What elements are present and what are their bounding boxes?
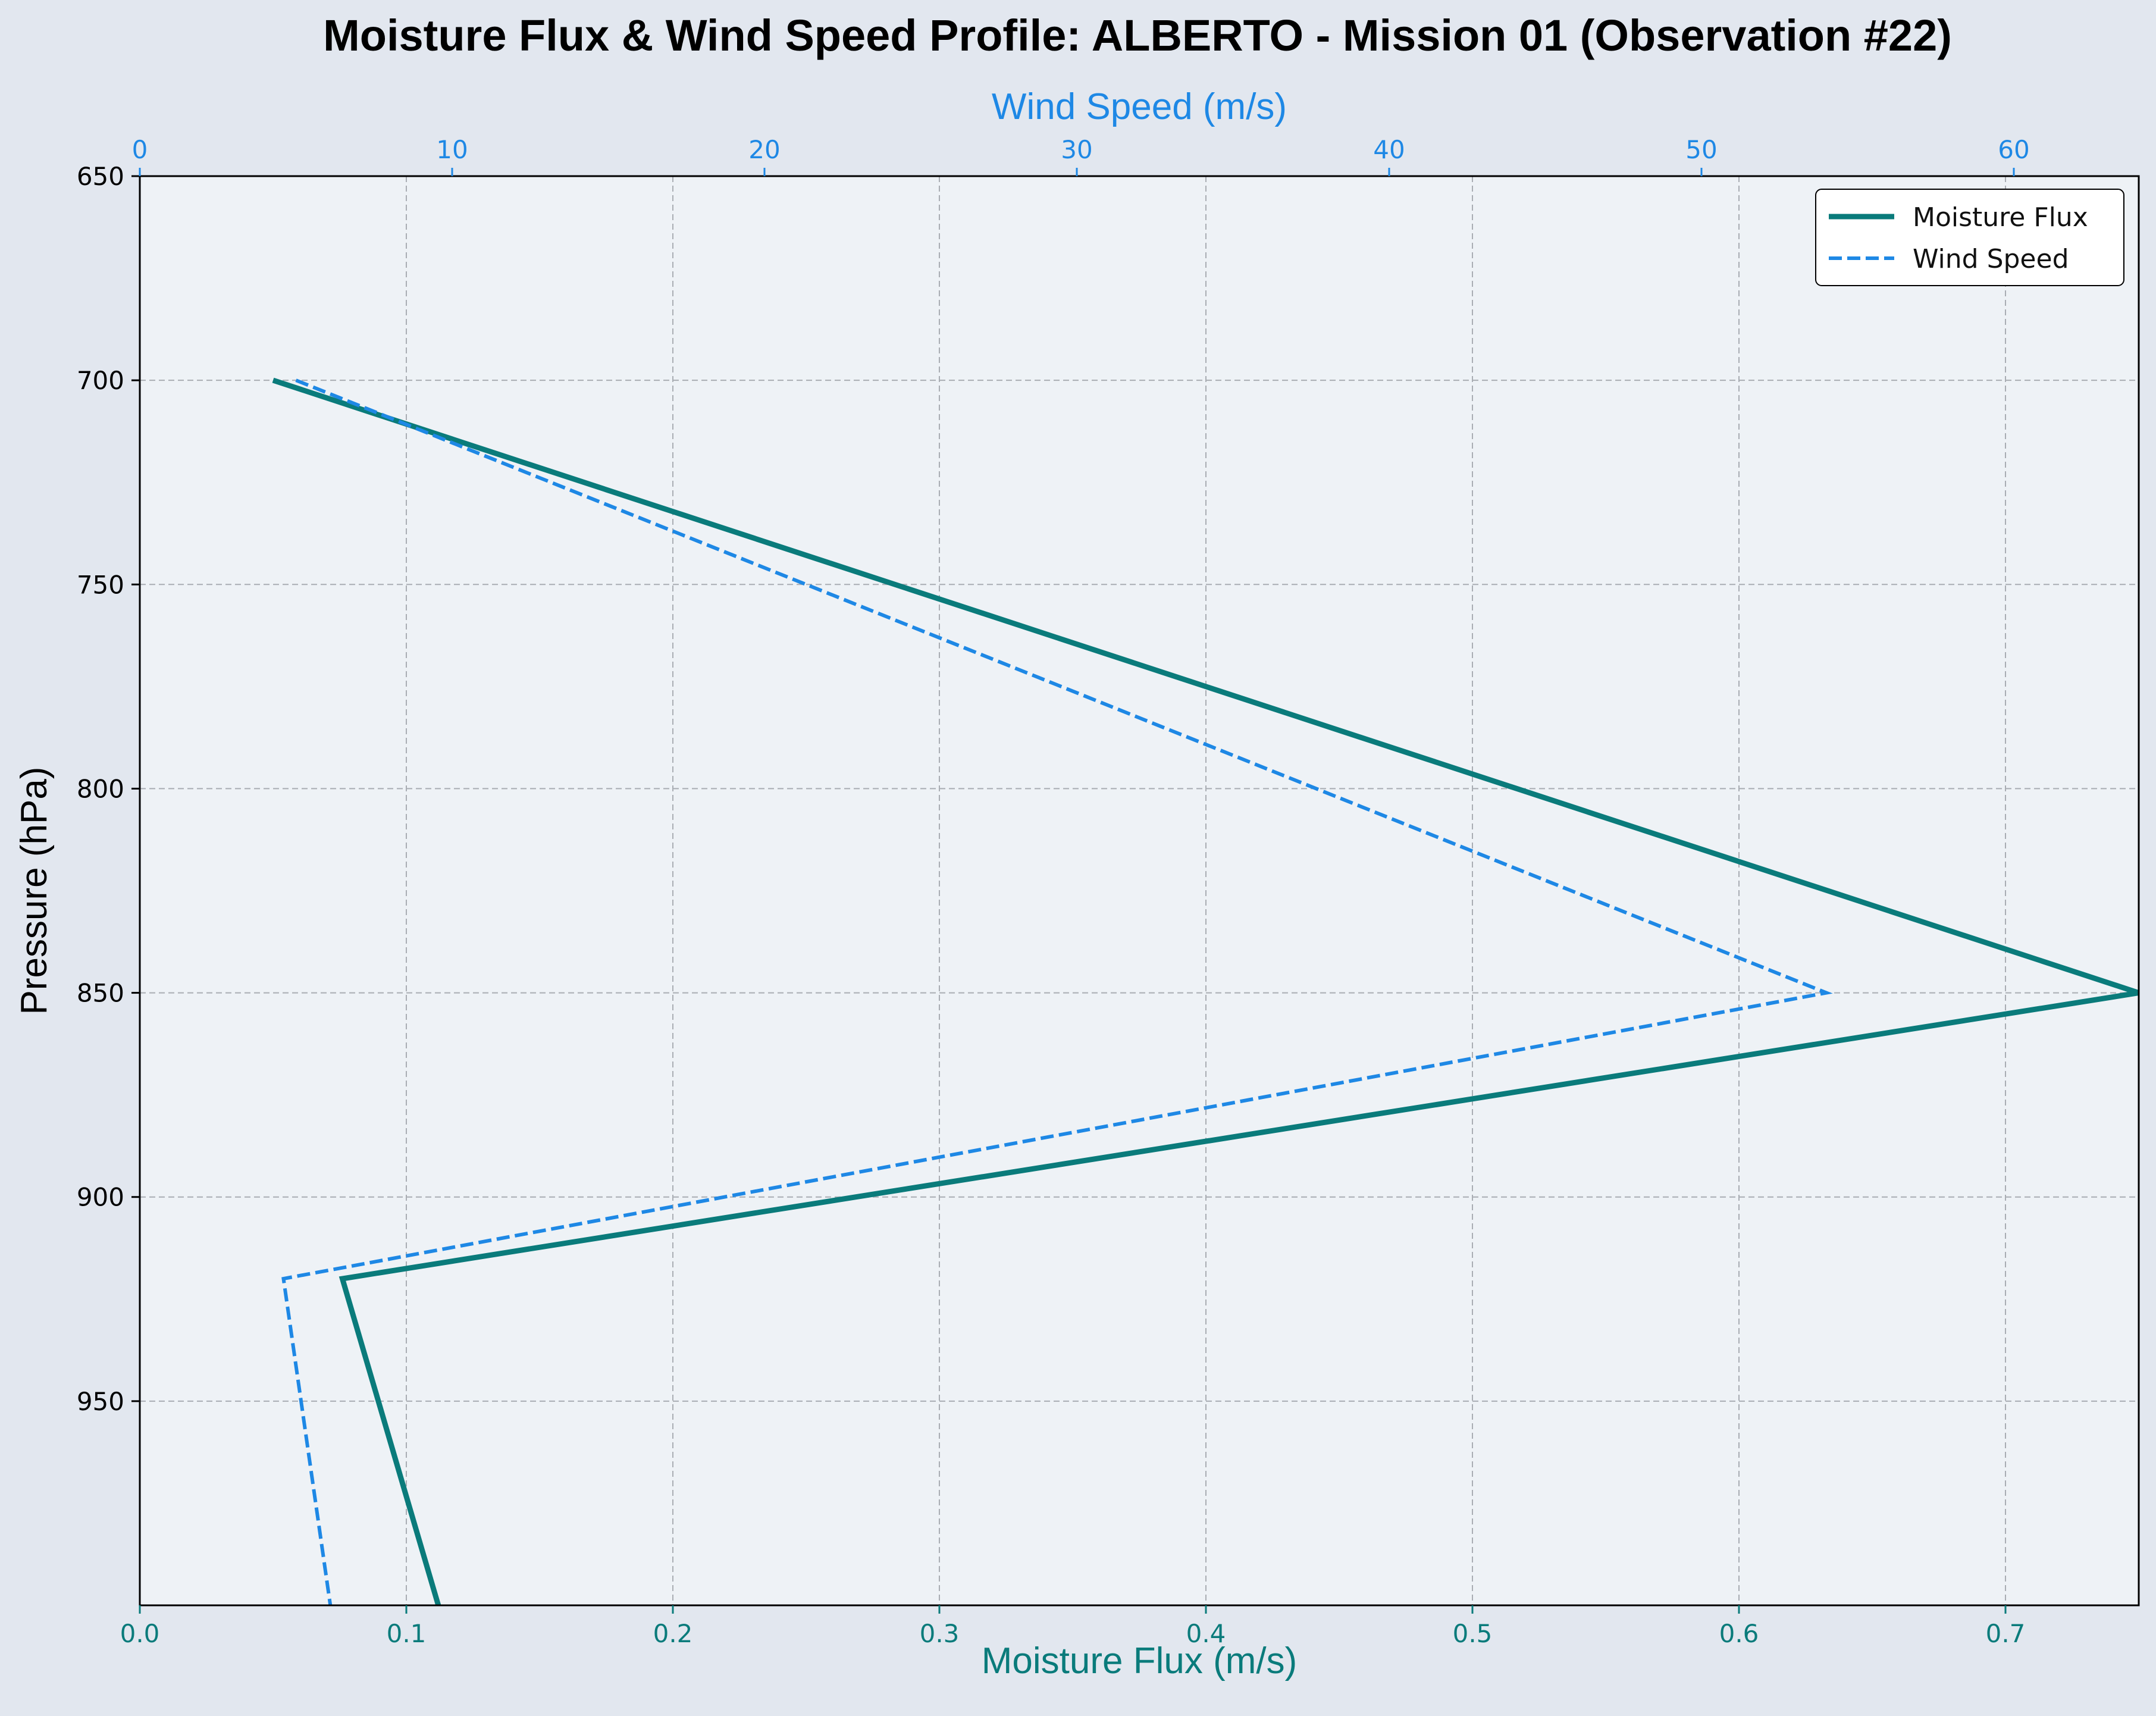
legend-label-wind-speed: Wind Speed bbox=[1913, 244, 2069, 274]
chart-title: Moisture Flux & Wind Speed Profile: ALBE… bbox=[323, 11, 1952, 60]
ticks: 650 700 750 800 850 900 950 0.0 0.1 0.2 0.3 0.4 0.5 0… bbox=[77, 135, 2030, 1648]
x-top-tick-label: 10 bbox=[436, 135, 468, 164]
y-tick-label: 800 bbox=[77, 774, 124, 803]
series-line-moisture-flux bbox=[272, 377, 2140, 1607]
x-bottom-tick-label: 0.4 bbox=[1186, 1619, 1226, 1648]
x-axis-top-label: Wind Speed (m/s) bbox=[992, 86, 1287, 127]
y-tick-label: 650 bbox=[77, 162, 124, 191]
x-bottom-tick-label: 0.5 bbox=[1453, 1619, 1493, 1648]
x-bottom-tick-label: 0.0 bbox=[120, 1619, 160, 1648]
x-top-tick-label: 30 bbox=[1061, 135, 1092, 164]
x-top-tick-label: 50 bbox=[1685, 135, 1717, 164]
y-tick-label: 700 bbox=[77, 366, 124, 395]
x-bottom-tick-label: 0.3 bbox=[920, 1619, 960, 1648]
x-bottom-tick-label: 0.2 bbox=[653, 1619, 693, 1648]
x-bottom-tick-label: 0.1 bbox=[387, 1619, 427, 1648]
x-top-tick-label: 20 bbox=[748, 135, 780, 164]
plot-area bbox=[140, 176, 2139, 1605]
x-bottom-tick-label: 0.6 bbox=[1719, 1619, 1759, 1648]
series-line-wind-speed bbox=[281, 378, 1833, 1606]
series-layer bbox=[272, 377, 2140, 1607]
plot-frame bbox=[139, 175, 2140, 1607]
legend-box bbox=[1815, 189, 2124, 286]
legend: Moisture Flux Wind Speed bbox=[1815, 189, 2124, 286]
y-tick-label: 900 bbox=[77, 1183, 124, 1212]
grid bbox=[140, 176, 2139, 1605]
y-tick-label: 750 bbox=[77, 570, 124, 599]
x-axis-bottom-label: Moisture Flux (m/s) bbox=[982, 1640, 1297, 1681]
y-axis-label: Pressure (hPa) bbox=[14, 767, 55, 1015]
y-tick-label: 950 bbox=[77, 1387, 124, 1416]
x-bottom-tick-label: 0.7 bbox=[1986, 1619, 2026, 1648]
y-tick-label: 850 bbox=[77, 979, 124, 1008]
x-top-tick-label: 60 bbox=[1998, 135, 2029, 164]
x-top-tick-label: 0 bbox=[132, 135, 148, 164]
legend-label-moisture-flux: Moisture Flux bbox=[1913, 202, 2088, 233]
x-top-tick-label: 40 bbox=[1373, 135, 1405, 164]
